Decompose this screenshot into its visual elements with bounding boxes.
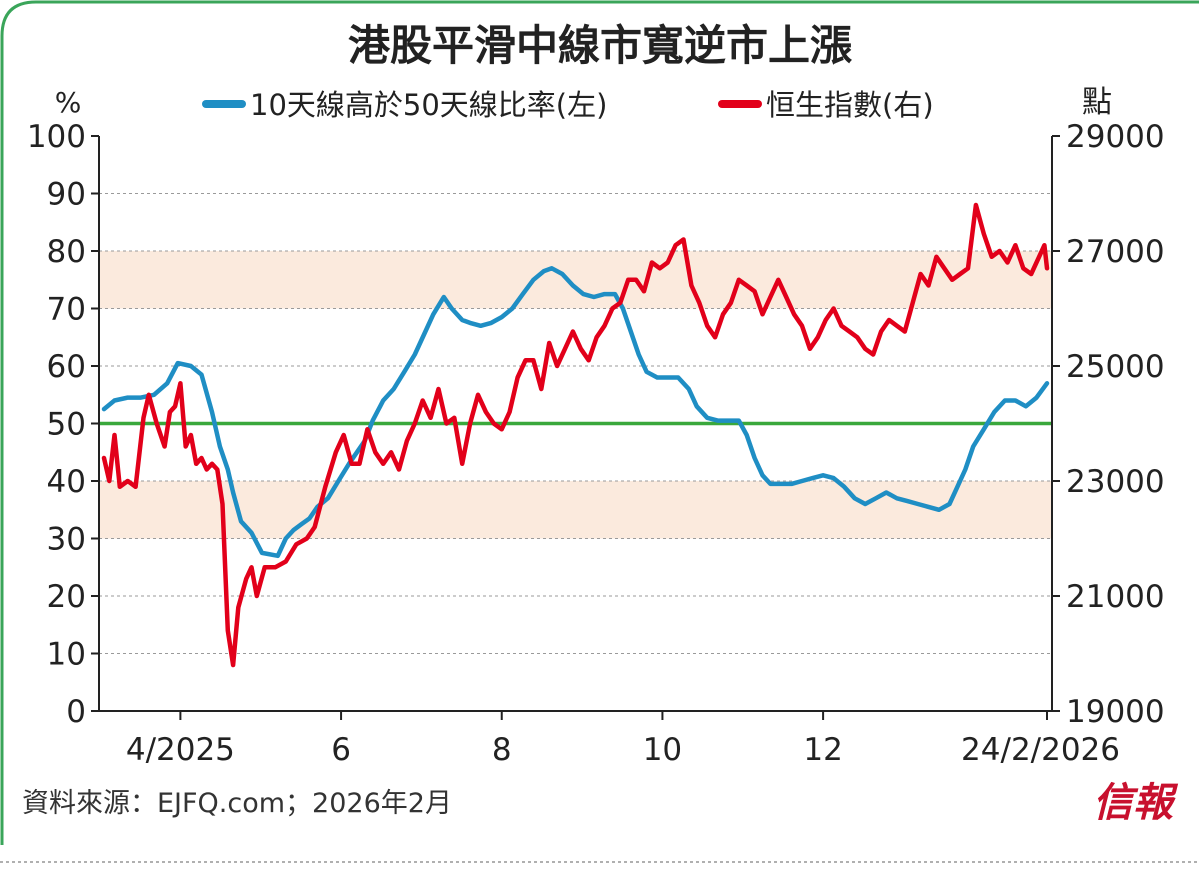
right-tick-label-19000: 19000 (1066, 694, 1165, 730)
left-tick-label-60: 60 (47, 349, 86, 385)
left-tick-label-10: 10 (47, 637, 86, 673)
left-tick-label-20: 20 (47, 579, 86, 615)
x-tick-label-4: 12 (803, 732, 842, 768)
legend-label-blue: 10天線高於50天線比率(左) (250, 88, 607, 122)
x-tick-label-3: 10 (643, 732, 682, 768)
legend: 10天線高於50天線比率(左) 恒生指數(右) (202, 88, 934, 122)
tick-label-layer: 0 10 20 30 40 50 60 70 80 90 100 19000 21000 23000 250… (27, 119, 1165, 768)
shaded-band-0 (99, 481, 1052, 539)
frame-border (0, 0, 1199, 845)
right-tick-label-23000: 23000 (1066, 464, 1165, 500)
left-tick-label-40: 40 (47, 464, 86, 500)
series-line-blue (101, 266, 1050, 559)
left-tick-label-50: 50 (47, 407, 86, 443)
series-layer (101, 202, 1050, 668)
x-tick-label-5: 24/2/2026 (961, 732, 1120, 768)
x-tick-label-0: 4/2025 (126, 732, 235, 768)
shaded-band-1 (99, 251, 1052, 309)
legend-label-red: 恒生指數(右) (766, 88, 934, 122)
left-tick-label-70: 70 (47, 292, 86, 328)
left-tick-label-100: 100 (27, 119, 86, 155)
source-note: 資料來源：EJFQ.com；2026年2月 (22, 788, 452, 819)
x-tick-label-1: 6 (331, 732, 351, 768)
left-tick-label-0: 0 (66, 694, 86, 730)
band-layer (99, 251, 1052, 539)
left-axis-unit: % (55, 86, 82, 119)
right-tick-label-29000: 29000 (1066, 119, 1165, 155)
x-tick-label-2: 8 (492, 732, 512, 768)
left-tick-label-30: 30 (47, 522, 86, 558)
chart-title: 港股平滑中線市寬逆市上漲 (348, 21, 852, 70)
left-tick-label-80: 80 (47, 234, 86, 270)
right-tick-label-21000: 21000 (1066, 579, 1165, 615)
axes-layer (91, 135, 1060, 720)
series-line-red (101, 202, 1050, 668)
right-tick-label-25000: 25000 (1066, 349, 1165, 385)
left-tick-label-90: 90 (47, 177, 86, 213)
publisher-logo: 信報 (1093, 780, 1179, 826)
right-tick-label-27000: 27000 (1066, 234, 1165, 270)
right-axis-unit: 點 (1082, 85, 1112, 120)
